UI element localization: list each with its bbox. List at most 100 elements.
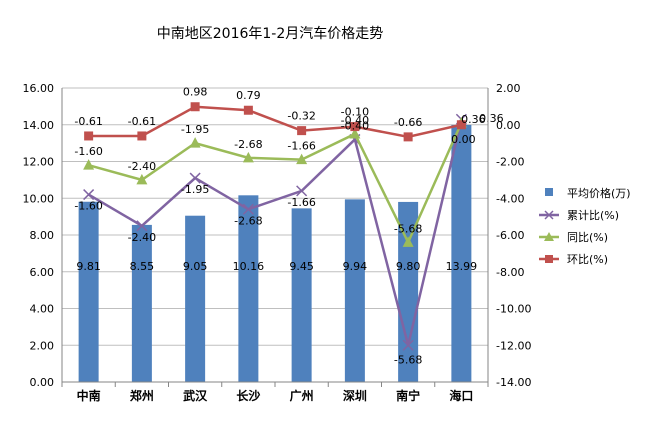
triangle-marker — [136, 173, 148, 185]
x-marker — [402, 339, 414, 351]
data-label: 0.36 — [461, 113, 486, 126]
data-label: -2.68 — [234, 138, 262, 151]
y-left-tick-label: 0.00 — [30, 376, 55, 389]
y-right-tick-label: -10.00 — [496, 303, 531, 316]
bar-value-label: 10.16 — [233, 260, 265, 273]
legend-bar-swatch — [545, 188, 553, 196]
bar — [451, 124, 472, 382]
x-tick-label: 武汉 — [183, 388, 208, 403]
data-label: -5.68 — [394, 353, 422, 366]
x-tick-label: 海口 — [449, 388, 473, 403]
square-marker — [456, 120, 466, 130]
y-right-tick-label: -8.00 — [496, 266, 524, 279]
y-right-tick-label: -2.00 — [496, 156, 524, 169]
series-line — [88, 122, 463, 246]
bar — [344, 199, 365, 382]
y-left-tick-label: 8.00 — [30, 229, 55, 242]
triangle-marker — [296, 153, 308, 165]
bar — [398, 201, 419, 382]
legend-square-marker — [545, 255, 553, 263]
bar — [238, 195, 259, 382]
y-left-tick-label: 14.00 — [23, 119, 55, 132]
data-label: -5.68 — [394, 222, 422, 235]
legend-item: 平均价格(万) — [545, 186, 631, 200]
legend-triangle-marker — [544, 232, 554, 241]
data-label: -2.40 — [128, 231, 156, 244]
bar — [78, 201, 99, 382]
data-labels: 9.81 8.55 9.05 10.16 9.45 9.94 9.80 13.99 -1.60 -… — [74, 86, 503, 367]
y-right-tick-label: -6.00 — [496, 229, 524, 242]
square-marker — [350, 122, 360, 132]
bar-value-label: 8.55 — [130, 260, 155, 273]
y-right-tick-label: 0.00 — [496, 119, 521, 132]
bar-value-label: 9.45 — [289, 260, 314, 273]
data-label: 0.79 — [236, 89, 261, 102]
data-label: 0.98 — [183, 86, 208, 99]
x-tick-label: 中南 — [77, 388, 101, 403]
bar — [131, 224, 152, 382]
chart-title: 中南地区2016年1-2月汽车价格走势 — [157, 25, 384, 42]
bar-value-label: 9.05 — [183, 260, 208, 273]
y-right-tick-label: -4.00 — [496, 192, 524, 205]
y-left-tick-label: 4.00 — [30, 303, 55, 316]
legend: 平均价格(万) 累计比(%) 同比(%) 环比(%) — [539, 186, 631, 266]
data-label: -0.61 — [74, 115, 102, 128]
legend-label: 环比(%) — [567, 253, 608, 266]
square-marker — [297, 126, 307, 136]
legend-label: 累计比(%) — [567, 209, 619, 222]
x-tick-label: 深圳 — [343, 388, 367, 403]
data-label: -2.40 — [128, 160, 156, 173]
x-marker — [296, 185, 308, 197]
data-label: 0.00 — [451, 133, 476, 146]
bar — [185, 215, 206, 382]
bar-value-label: 13.99 — [446, 260, 478, 273]
square-marker — [84, 131, 94, 141]
triangle-marker — [189, 137, 201, 148]
x-tick-label: 长沙 — [236, 388, 260, 403]
y-left-tick-label: 2.00 — [30, 339, 55, 352]
y-left-tick-label: 12.00 — [23, 156, 55, 169]
data-label: -2.68 — [234, 214, 262, 227]
y-right-tick-label: -14.00 — [496, 376, 531, 389]
legend-x-marker — [544, 210, 554, 220]
axes: 0.00 2.00 4.00 6.00 8.00 10.00 12.00 14.00 16.00… — [23, 82, 532, 403]
x-tick-label: 广州 — [290, 388, 314, 403]
legend-item: 环比(%) — [539, 253, 608, 266]
legend-item: 累计比(%) — [539, 209, 619, 222]
x-marker — [83, 189, 95, 201]
y-left-tick-label: 10.00 — [23, 192, 55, 205]
data-label: -0.40 — [341, 114, 369, 127]
series-line — [88, 105, 462, 139]
data-label: -0.66 — [394, 116, 422, 129]
y-left-tick-label: 6.00 — [30, 266, 55, 279]
y-left-tick-label: 16.00 — [23, 82, 55, 95]
bar-value-label: 9.94 — [343, 260, 368, 273]
y-right-tick-label: 2.00 — [496, 82, 521, 95]
legend-item: 同比(%) — [539, 231, 608, 244]
series-lines — [83, 102, 467, 351]
data-label: 0.36 — [479, 112, 504, 125]
triangle-marker — [349, 127, 361, 139]
series-line — [87, 118, 463, 346]
triangle-marker — [402, 236, 414, 247]
data-label: -0.32 — [287, 110, 315, 123]
square-marker — [137, 131, 147, 141]
y-right-tick-label: -12.00 — [496, 339, 531, 352]
data-label: -1.66 — [287, 196, 315, 209]
square-marker — [243, 105, 253, 115]
triangle-marker — [83, 159, 95, 170]
legend-label: 同比(%) — [567, 231, 608, 244]
bar-value-label: 9.81 — [76, 260, 101, 273]
data-label: -0.40 — [341, 119, 369, 132]
data-label: -1.60 — [74, 200, 102, 213]
x-marker — [189, 172, 201, 184]
bars — [78, 124, 472, 382]
x-tick-label: 郑州 — [130, 388, 154, 403]
x-marker — [242, 203, 254, 215]
triangle-marker — [242, 151, 254, 163]
square-marker — [190, 102, 200, 112]
bar — [291, 208, 312, 382]
data-label: -1.66 — [287, 140, 315, 153]
data-label: -0.61 — [128, 115, 156, 128]
